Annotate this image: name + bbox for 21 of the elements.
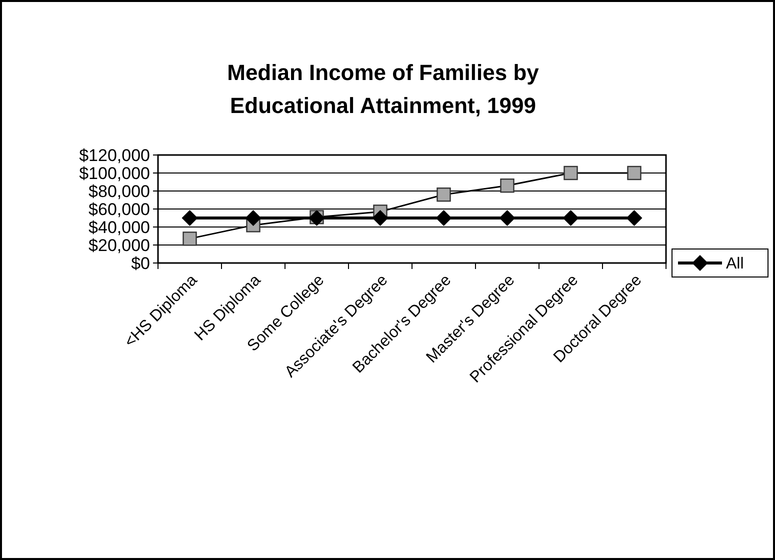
point <box>182 232 197 246</box>
y-tick-label: $100,000 <box>79 164 150 183</box>
y-tick-label: $40,000 <box>88 218 150 237</box>
point <box>626 210 642 226</box>
point <box>372 210 388 226</box>
point <box>182 210 198 226</box>
chart-title: Median Income of Families by Educational Attainment, 1999 <box>227 60 540 118</box>
y-tick-label: $60,000 <box>88 200 150 219</box>
point <box>245 210 262 226</box>
point <box>564 166 578 180</box>
point <box>499 210 516 226</box>
y-tick-label: $80,000 <box>88 182 150 201</box>
y-tick-label: $0 <box>131 254 150 273</box>
y-tick-label: $20,000 <box>88 236 150 255</box>
point <box>627 166 642 180</box>
point <box>500 178 514 193</box>
point <box>436 210 452 226</box>
legend-label: All <box>726 256 744 273</box>
point <box>562 210 579 226</box>
point <box>436 188 451 202</box>
y-tick-label: $120,000 <box>79 146 150 165</box>
